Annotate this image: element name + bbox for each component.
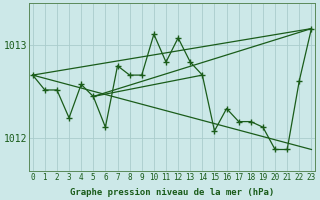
- X-axis label: Graphe pression niveau de la mer (hPa): Graphe pression niveau de la mer (hPa): [70, 188, 274, 197]
